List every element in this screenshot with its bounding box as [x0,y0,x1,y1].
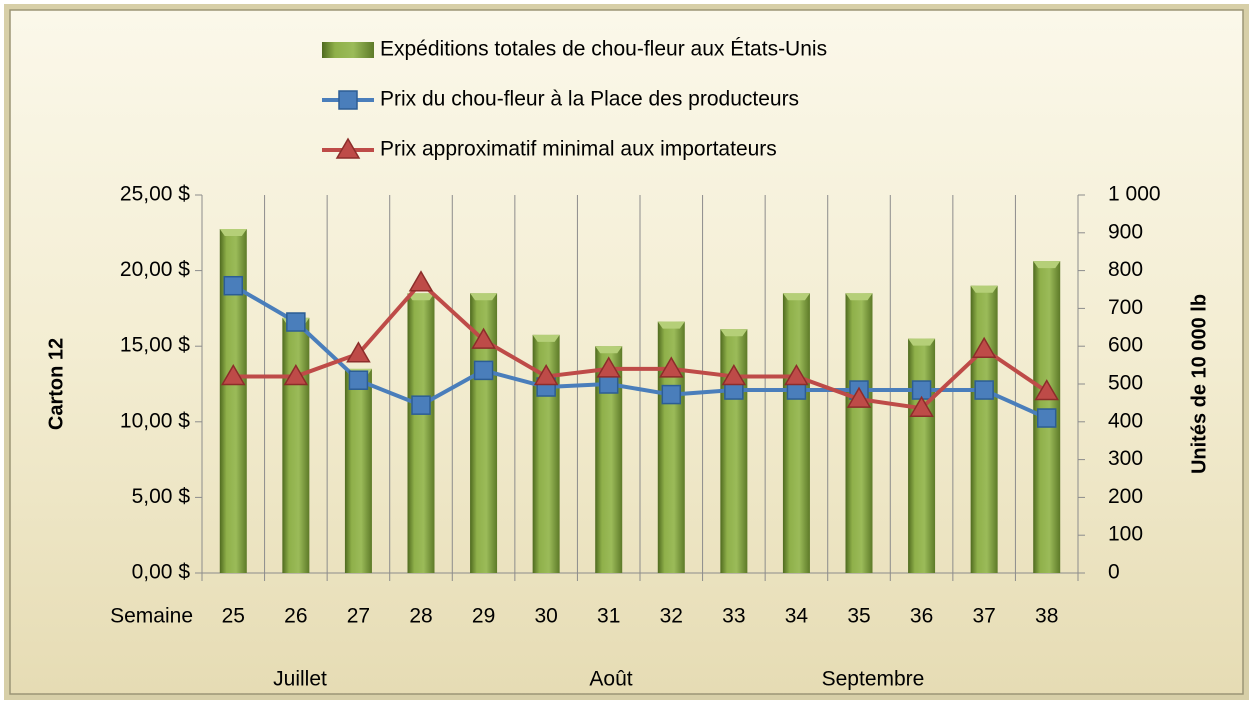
marker [223,275,244,296]
y2-tick-label: 600 [1108,334,1143,357]
marker [533,363,559,386]
bar-cap [782,293,810,301]
marker [846,386,872,408]
legend-marker [338,90,358,110]
y2-tick-label: 700 [1108,296,1143,319]
x-tick-label: 27 [347,605,370,628]
x-tick-label: 32 [660,605,683,628]
y-tick-label: 20,00 $ [120,258,190,281]
marker [348,370,369,390]
marker [220,363,246,386]
x-tick-label: 30 [534,605,557,628]
bar [908,338,936,573]
x-tick-label: 31 [597,605,620,628]
y-tick-label: 25,00 $ [120,183,190,206]
bar-cap [845,293,873,301]
x-tick-label: 38 [1035,605,1058,628]
month-label: Juillet [273,668,327,691]
line [232,283,1048,420]
y-tick-label: 0,00 $ [132,561,191,584]
bar-cap [532,334,560,342]
bar-cap [970,285,998,293]
y2-axis-title: Unités de 10 000 lb [1188,294,1210,474]
y-tick-label: 10,00 $ [120,409,190,432]
legend-label: Expéditions totales de chou-fleur aux Ét… [380,38,827,61]
bar [344,368,372,573]
y2-tick-label: 400 [1108,409,1143,432]
bar-cap [470,293,498,301]
legend-marker [335,137,361,159]
marker [473,360,494,381]
marker [974,380,994,400]
y2-tick-label: 800 [1108,258,1143,281]
y2-tick-label: 500 [1108,372,1143,395]
marker [408,270,434,292]
month-label: Septembre [822,668,925,691]
marker [1034,379,1060,401]
marker [784,363,809,386]
x-axis-title: Semaine [110,605,193,628]
marker [346,341,371,363]
month-label: Août [589,668,632,691]
bar-cap [407,293,435,301]
marker [471,327,496,349]
marker [286,312,306,332]
bar-cap [595,346,623,354]
y2-tick-label: 200 [1108,485,1143,508]
legend-swatch [322,42,374,58]
x-tick-label: 26 [284,605,307,628]
bar [407,293,435,573]
marker [971,336,997,358]
x-tick-label: 28 [409,605,432,628]
y2-tick-label: 300 [1108,447,1143,470]
bar-cap [908,338,936,346]
x-tick-label: 37 [972,605,995,628]
bar-cap [1033,261,1061,269]
bar [970,285,998,573]
bar [782,293,810,573]
marker [598,374,619,394]
x-tick-label: 35 [847,605,870,628]
marker [909,395,934,417]
line [233,280,1048,411]
x-tick-label: 34 [785,605,809,628]
bar-cap [219,229,247,237]
x-tick-label: 36 [910,605,933,628]
y2-tick-label: 1 000 [1108,183,1161,206]
x-tick-label: 29 [472,605,495,628]
y-tick-label: 5,00 $ [132,485,191,508]
y2-tick-label: 900 [1108,220,1143,243]
legend-label: Prix du chou-fleur à la Place des produc… [380,88,799,111]
marker [596,356,622,378]
bar-cap [720,329,748,337]
y2-tick-label: 100 [1108,523,1143,546]
y-tick-label: 15,00 $ [120,334,190,357]
marker [661,384,682,405]
x-tick-label: 33 [722,605,745,628]
legend-label: Prix approximatif minimal aux importateu… [380,138,777,161]
y2-tick-label: 0 [1108,561,1120,584]
marker [283,363,309,386]
bar [845,293,873,573]
bar-cap [657,321,685,329]
marker [411,395,431,415]
marker [721,363,747,386]
x-tick-label: 25 [222,605,245,628]
y-axis-title: Carton 12 [45,338,67,430]
bar [282,317,310,573]
marker [1036,408,1057,428]
marker [658,356,684,378]
